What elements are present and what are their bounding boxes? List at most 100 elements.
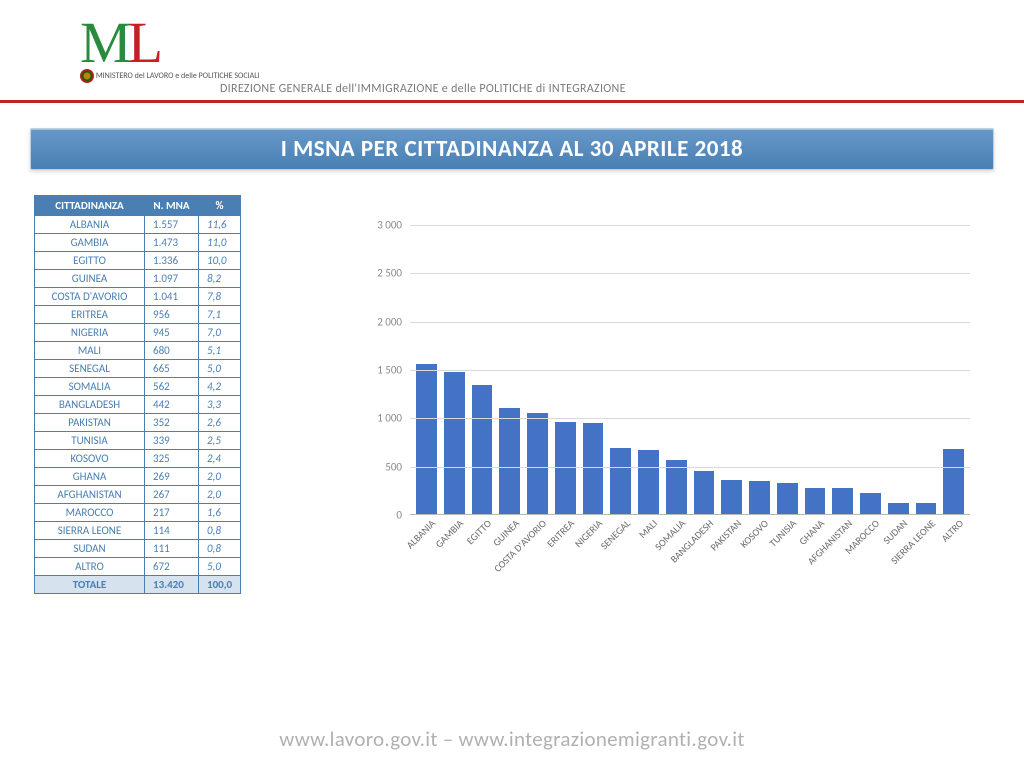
table-cell: ALBANIA bbox=[35, 216, 145, 234]
chart-bar: SENEGAL bbox=[610, 448, 631, 514]
chart-gridline bbox=[410, 225, 970, 226]
chart-bar: GAMBIA bbox=[444, 372, 465, 514]
table-cell: GUINEA bbox=[35, 270, 145, 288]
table-cell: 562 bbox=[145, 378, 199, 396]
bar-chart: ALBANIAGAMBIAEGITTOGUINEACOSTA D'AVORIOE… bbox=[340, 215, 990, 645]
table-cell: 10,0 bbox=[199, 252, 241, 270]
chart-x-label: ALTRO bbox=[938, 517, 966, 545]
chart-bar: COSTA D'AVORIO bbox=[527, 413, 548, 514]
table-cell: COSTA D'AVORIO bbox=[35, 288, 145, 306]
table-cell: 7,1 bbox=[199, 306, 241, 324]
chart-gridline bbox=[410, 322, 970, 323]
table-cell: 7,0 bbox=[199, 324, 241, 342]
table-cell: 4,2 bbox=[199, 378, 241, 396]
table-row: EGITTO1.33610,0 bbox=[35, 252, 241, 270]
footer-links: www.lavoro.gov.it – www.integrazionemigr… bbox=[0, 726, 1024, 752]
chart-bar: KOSOVO bbox=[749, 481, 770, 514]
table-cell: 7,8 bbox=[199, 288, 241, 306]
table-head: CITTADINANZAN. MNA% bbox=[35, 196, 241, 216]
table-row: SOMALIA5624,2 bbox=[35, 378, 241, 396]
table-cell: 0,8 bbox=[199, 522, 241, 540]
chart-gridline bbox=[410, 467, 970, 468]
chart-gridline bbox=[410, 418, 970, 419]
chart-bar: SIERRA LEONE bbox=[916, 503, 937, 514]
chart-x-label: TUNISIA bbox=[766, 517, 799, 550]
table-cell: 114 bbox=[145, 522, 199, 540]
table-header-cell: N. MNA bbox=[145, 196, 199, 216]
table-header-cell: % bbox=[199, 196, 241, 216]
table-row: PAKISTAN3522,6 bbox=[35, 414, 241, 432]
table-row: MALI6805,1 bbox=[35, 342, 241, 360]
chart-x-label: ERITREA bbox=[544, 517, 577, 550]
table-cell: 1.097 bbox=[145, 270, 199, 288]
chart-bar: SUDAN bbox=[888, 503, 909, 514]
table-cell: GHANA bbox=[35, 468, 145, 486]
data-table: CITTADINANZAN. MNA% ALBANIA1.55711,6GAMB… bbox=[34, 195, 241, 594]
table-cell: 1,6 bbox=[199, 504, 241, 522]
chart-x-label: GAMBIA bbox=[433, 517, 467, 551]
chart-x-label: EGITTO bbox=[464, 517, 494, 547]
chart-bar: GHANA bbox=[805, 488, 826, 514]
table-cell: AFGHANISTAN bbox=[35, 486, 145, 504]
table-cell: 2,0 bbox=[199, 486, 241, 504]
table-row: NIGERIA9457,0 bbox=[35, 324, 241, 342]
table-cell: KOSOVO bbox=[35, 450, 145, 468]
table-cell: 217 bbox=[145, 504, 199, 522]
table-cell: 672 bbox=[145, 558, 199, 576]
table-cell: 5,0 bbox=[199, 360, 241, 378]
content-area: CITTADINANZAN. MNA% ALBANIA1.55711,6GAMB… bbox=[30, 185, 994, 718]
table-cell: 956 bbox=[145, 306, 199, 324]
chart-y-label: 500 bbox=[340, 460, 402, 473]
table-row: SUDAN1110,8 bbox=[35, 540, 241, 558]
table-row: AFGHANISTAN2672,0 bbox=[35, 486, 241, 504]
table-row: KOSOVO3252,4 bbox=[35, 450, 241, 468]
table-cell: 1.336 bbox=[145, 252, 199, 270]
ministry-logo: ML MINISTERO del LAVORO e delle POLITICH… bbox=[80, 18, 260, 83]
logo-m-icon: ML bbox=[80, 18, 260, 67]
table-row: ERITREA9567,1 bbox=[35, 306, 241, 324]
table-row: GHANA2692,0 bbox=[35, 468, 241, 486]
chart-bar: ALTRO bbox=[943, 449, 964, 514]
table-cell: MALI bbox=[35, 342, 145, 360]
chart-bar: PAKISTAN bbox=[721, 480, 742, 514]
table-total-cell: TOTALE bbox=[35, 576, 145, 594]
table-cell: 5,1 bbox=[199, 342, 241, 360]
table-cell: 680 bbox=[145, 342, 199, 360]
table-cell: 352 bbox=[145, 414, 199, 432]
table-cell: 339 bbox=[145, 432, 199, 450]
table-cell: 11,0 bbox=[199, 234, 241, 252]
table-total-row: TOTALE13.420100,0 bbox=[35, 576, 241, 594]
chart-bar: GUINEA bbox=[499, 408, 520, 514]
chart-bar: ERITREA bbox=[555, 422, 576, 514]
table-cell: 269 bbox=[145, 468, 199, 486]
footer-text: www.lavoro.gov.it – www.integrazionemigr… bbox=[279, 726, 744, 752]
chart-bar: AFGHANISTAN bbox=[832, 488, 853, 514]
title-banner-wrap: I MSNA PER CITTADINANZA AL 30 APRILE 201… bbox=[30, 128, 994, 170]
table-cell: 1.473 bbox=[145, 234, 199, 252]
table-cell: 2,5 bbox=[199, 432, 241, 450]
chart-y-label: 0 bbox=[340, 509, 402, 522]
chart-bar: ALBANIA bbox=[416, 364, 437, 515]
table-cell: BANGLADESH bbox=[35, 396, 145, 414]
table-row: COSTA D'AVORIO1.0417,8 bbox=[35, 288, 241, 306]
chart-x-label: ALBANIA bbox=[404, 517, 439, 552]
table-body: ALBANIA1.55711,6GAMBIA1.47311,0EGITTO1.3… bbox=[35, 216, 241, 594]
table-cell: 665 bbox=[145, 360, 199, 378]
table-cell: ALTRO bbox=[35, 558, 145, 576]
chart-y-label: 2 500 bbox=[340, 267, 402, 280]
table-cell: 11,6 bbox=[199, 216, 241, 234]
table-row: ALTRO6725,0 bbox=[35, 558, 241, 576]
table-cell: SUDAN bbox=[35, 540, 145, 558]
chart-y-label: 1 500 bbox=[340, 364, 402, 377]
table-cell: 1.557 bbox=[145, 216, 199, 234]
header-divider bbox=[0, 100, 1024, 103]
chart-y-label: 3 000 bbox=[340, 219, 402, 232]
table-cell: TUNISIA bbox=[35, 432, 145, 450]
chart-gridline bbox=[410, 273, 970, 274]
table-cell: 5,0 bbox=[199, 558, 241, 576]
table-row: SENEGAL6655,0 bbox=[35, 360, 241, 378]
table-cell: SENEGAL bbox=[35, 360, 145, 378]
header: ML MINISTERO del LAVORO e delle POLITICH… bbox=[0, 0, 1024, 108]
table-row: BANGLADESH4423,3 bbox=[35, 396, 241, 414]
table-cell: NIGERIA bbox=[35, 324, 145, 342]
